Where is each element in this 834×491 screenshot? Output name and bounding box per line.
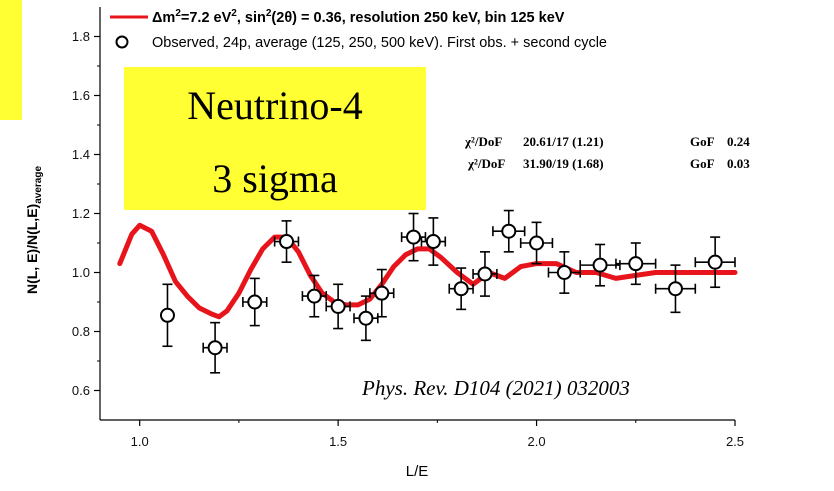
data-point — [202, 321, 228, 374]
y-axis-label-sub: average — [33, 166, 44, 204]
data-point-marker — [374, 285, 390, 301]
y-tick-label: 1.8 — [72, 29, 90, 44]
y-tick-label: 0.6 — [72, 383, 90, 398]
legend-entry-model: Δm2=7.2 eV2, sin2(2θ) = 0.36, resolution… — [152, 8, 565, 26]
data-point — [301, 274, 328, 318]
accent-bar — [0, 0, 22, 120]
data-point-marker — [501, 223, 517, 239]
y-tick-label: 1.2 — [72, 206, 90, 221]
x-tick-label: 2.0 — [528, 434, 546, 449]
x-tick-label: 2.5 — [726, 434, 744, 449]
data-point-marker — [707, 254, 723, 270]
y-tick-label: 1.0 — [72, 265, 90, 280]
data-point-marker — [306, 288, 322, 304]
data-point — [694, 236, 736, 289]
stat-gof-label: GoF — [690, 134, 715, 149]
stat-label: χ²/DoF — [464, 134, 502, 149]
legend-text-part: 2 — [231, 8, 237, 19]
x-ticks: 1.0 1.5 2.0 2.5 — [131, 420, 744, 449]
data-point-marker — [425, 234, 441, 250]
data-point — [654, 264, 697, 314]
legend: Δm2=7.2 eV2, sin2(2θ) = 0.36, resolution… — [110, 8, 607, 51]
stat-value: 20.61/17 (1.21) — [523, 134, 604, 149]
data-point — [547, 251, 582, 294]
data-point-marker — [592, 257, 608, 273]
data-point-marker — [556, 265, 572, 280]
badge-line1: Neutrino-4 — [187, 83, 363, 128]
legend-text-part: (2θ) = 0.36, resolution 250 keV, bin 125… — [271, 10, 564, 26]
reference-citation: Phys. Rev. D104 (2021) 032003 — [361, 376, 630, 400]
data-point-marker — [330, 298, 346, 314]
data-point-marker — [247, 294, 263, 310]
data-points — [159, 209, 736, 374]
data-point — [579, 243, 621, 287]
stat-label: χ²/DoF — [467, 156, 505, 171]
axes: 1.0 1.5 2.0 2.5 0.6 0.8 1.0 1.2 1.4 1.6 1.8 — [72, 7, 744, 449]
data-point — [615, 242, 657, 286]
x-axis-label: L/E — [406, 463, 429, 480]
data-point — [159, 283, 175, 348]
data-point — [353, 295, 379, 342]
y-tick-label: 0.8 — [72, 324, 90, 339]
data-point-marker — [477, 266, 493, 282]
legend-text-part: 2 — [175, 8, 181, 19]
stat-gof-label: GoF — [690, 156, 715, 171]
legend-text-part: =7.2 eV — [181, 10, 232, 26]
data-point-marker — [453, 281, 469, 297]
data-point — [242, 277, 268, 327]
fit-statistics: χ²/DoF 20.61/17 (1.21) GoF 0.24 χ²/DoF 31.90/… — [464, 134, 750, 171]
data-point-marker — [358, 310, 374, 326]
legend-circle-marker — [115, 35, 129, 49]
badge-line2: 3 sigma — [212, 156, 338, 201]
data-point-marker — [207, 340, 223, 356]
stat-value: 31.90/19 (1.68) — [523, 156, 604, 171]
stat-gof: 0.03 — [727, 156, 750, 171]
x-tick-label: 1.5 — [329, 434, 347, 449]
legend-text-part: Observed, 24p, average (125, 250, 500 ke… — [152, 35, 607, 51]
data-point — [492, 209, 526, 253]
stat-row: χ²/DoF 20.61/17 (1.21) GoF 0.24 — [464, 134, 750, 149]
legend-text-part: 2 — [266, 8, 272, 19]
y-ticks: 0.6 0.8 1.0 1.2 1.4 1.6 1.8 — [72, 29, 100, 398]
data-point-marker — [667, 281, 683, 297]
data-point — [448, 267, 474, 311]
data-point — [519, 221, 554, 265]
legend-text-part: Δm — [152, 10, 175, 26]
data-point — [420, 217, 447, 266]
y-tick-label: 1.4 — [72, 147, 90, 162]
data-point — [369, 268, 395, 318]
data-point-marker — [159, 307, 175, 323]
stat-row: χ²/DoF 31.90/19 (1.68) GoF 0.03 — [467, 156, 750, 171]
y-axis-label: N(L, E)/N(L,E)average — [24, 166, 44, 294]
legend-text-part: , sin — [237, 10, 266, 26]
neutrino4-badge: Neutrino-4 3 sigma — [124, 67, 426, 210]
data-point — [325, 283, 351, 330]
legend-entry-observed: Observed, 24p, average (125, 250, 500 ke… — [152, 35, 607, 51]
data-point — [273, 220, 300, 263]
data-point-marker — [628, 256, 644, 272]
x-tick-label: 1.0 — [131, 434, 149, 449]
data-point-marker — [529, 235, 545, 251]
badge-background — [124, 67, 426, 210]
data-point — [472, 251, 498, 297]
stat-gof: 0.24 — [727, 134, 750, 149]
data-point-marker — [279, 234, 295, 250]
y-tick-label: 1.6 — [72, 88, 90, 103]
data-point — [400, 212, 427, 262]
data-point-marker — [406, 229, 422, 245]
model-line — [117, 222, 738, 320]
y-axis-label-main: N(L, E)/N(L,E) — [24, 204, 40, 294]
